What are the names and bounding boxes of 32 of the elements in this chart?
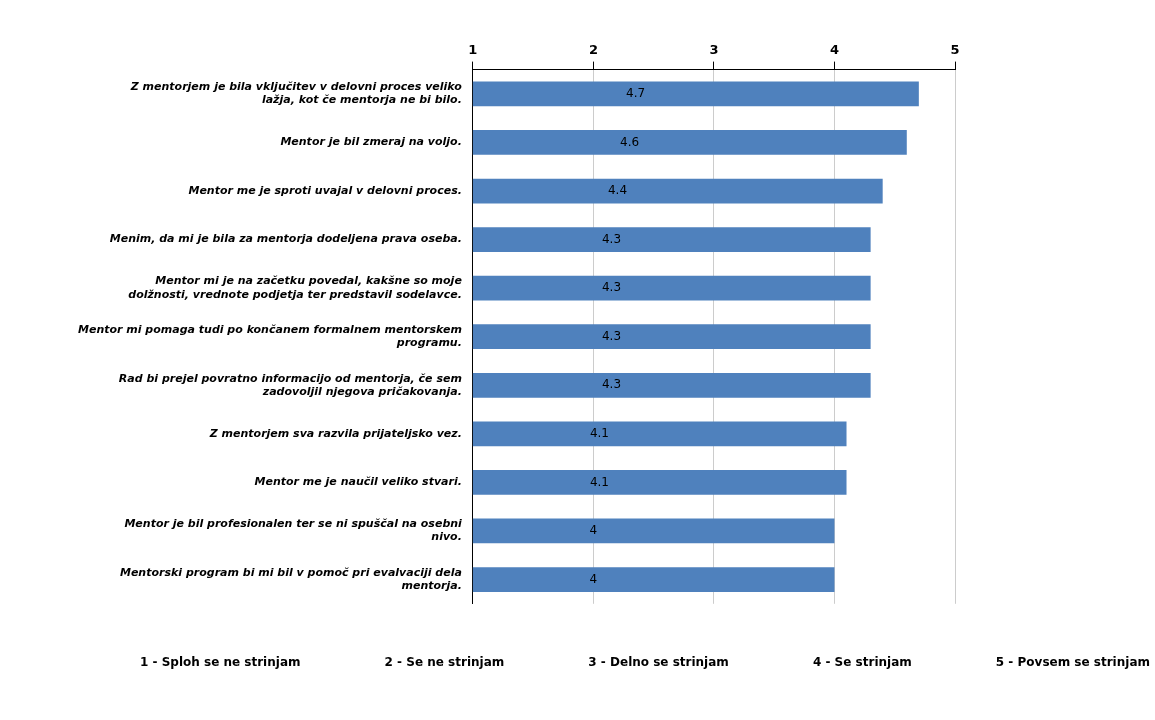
y-tick-label: Mentorski program bi mi bil v pomoč pri evalvaciji dela mentorja.: [119, 565, 462, 592]
data-label: 4.3: [601, 280, 622, 295]
text: 2 - Se ne strinjam: [384, 655, 505, 669]
x-tick-label: 1: [468, 42, 478, 58]
data-label: 4.3: [601, 377, 622, 392]
y-tick-label: Mentor me je sproti uvajal v delovni proces.: [188, 183, 462, 197]
data-label: 4.3: [601, 328, 622, 343]
text: 1 - Sploh se ne strinjam: [140, 655, 301, 669]
y-tick-label: Mentor mi je na začetku povedal, kakšne so moje dolžnosti, vrednote podjetja ter predstavil sodelavce.: [128, 274, 463, 301]
text: 4 - Se strinjam: [812, 655, 912, 669]
y-tick-label: Z mentorjem je bila vključitev v delovni proces veliko lažja, kot če mentorja ne bi bilo.: [129, 80, 463, 107]
y-tick-label: Mentor je bil profesionalen ter se ni spuščal na osebni nivo.: [124, 517, 463, 544]
text: 5 - Povsem se strinjam: [995, 655, 1150, 669]
data-label: 4.3: [601, 231, 622, 246]
x-tick-label: 4: [829, 42, 839, 58]
data-label: 4: [589, 571, 598, 586]
data-label: 4.4: [607, 183, 628, 198]
text: 3 - Delno se strinjam: [588, 655, 729, 669]
data-label: 4.6: [620, 134, 640, 149]
data-label: 4: [589, 523, 598, 538]
data-label: 4.7: [626, 86, 646, 101]
y-tick-label: Rad bi prejel povratno informacijo od mentorja, če sem zadovoljil njegova pričakovanja.: [118, 371, 462, 398]
y-tick-label: Menim, da mi je bila za mentorja dodeljena prava oseba.: [109, 232, 462, 246]
x-tick-label: 5: [950, 42, 960, 58]
y-tick-label: Mentor je bil zmeraj na voljo.: [280, 135, 462, 149]
y-tick-label: Mentor me je naučil veliko stvari.: [254, 475, 462, 489]
x-tick-label: 2: [588, 42, 598, 58]
data-label: 4.1: [589, 474, 609, 489]
y-tick-label: Mentor mi pomaga tudi po končanem formalnem mentorskem programu.: [77, 322, 462, 350]
x-tick-label: 3: [709, 42, 719, 58]
y-tick-label: Z mentorjem sva razvila prijateljsko vez.: [208, 426, 462, 440]
data-label: 4.1: [589, 425, 609, 440]
